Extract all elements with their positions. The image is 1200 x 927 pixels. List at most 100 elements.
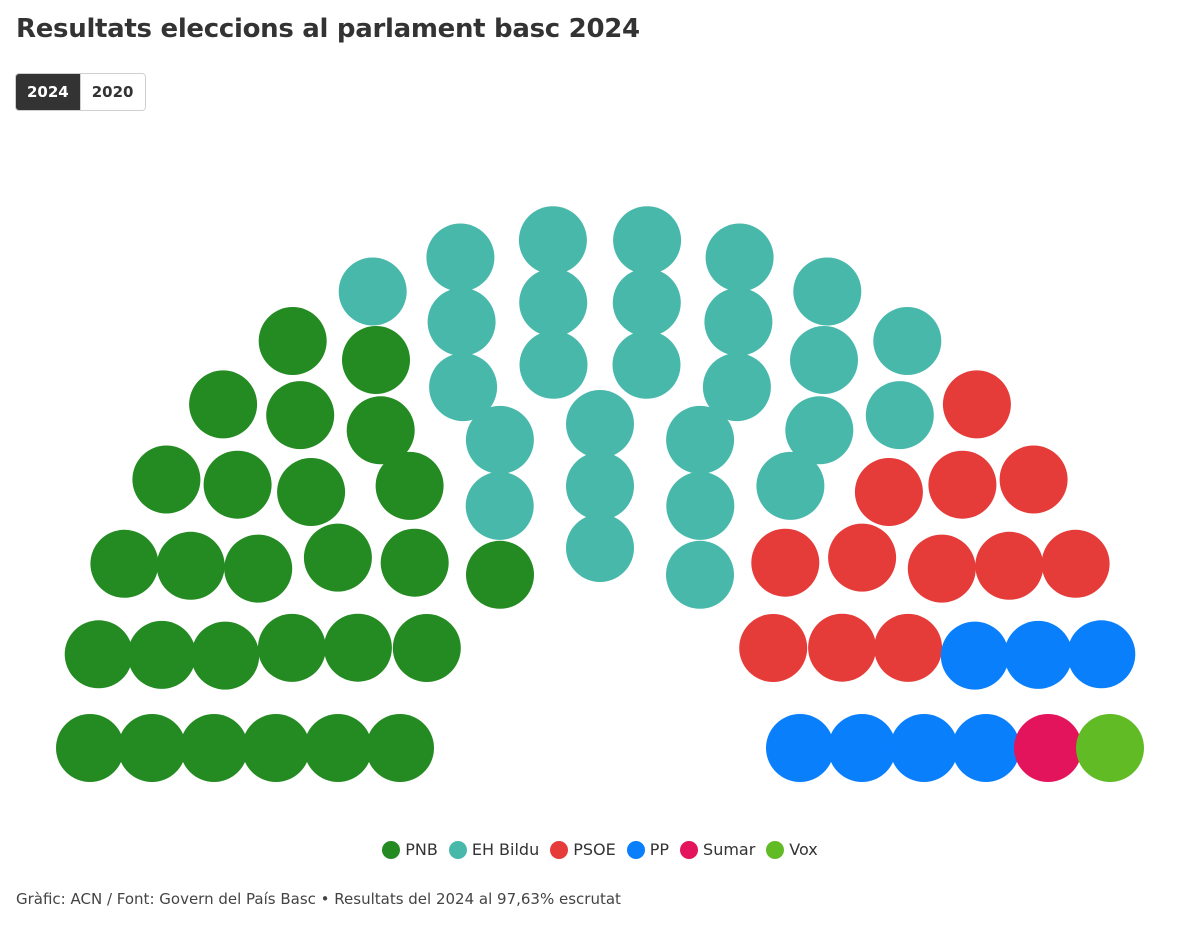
- seat-psoe[interactable]: [1041, 529, 1110, 598]
- seat-pnb[interactable]: [303, 523, 372, 592]
- seat-eh-bildu[interactable]: [518, 206, 587, 275]
- seat-eh-bildu[interactable]: [613, 206, 682, 275]
- hemicycle-chart: [56, 206, 1144, 782]
- seat-psoe[interactable]: [907, 534, 976, 603]
- seat-pnb[interactable]: [257, 613, 326, 682]
- seat-vox[interactable]: [1076, 714, 1144, 782]
- seat-psoe[interactable]: [854, 458, 923, 526]
- seat-pp[interactable]: [940, 621, 1009, 690]
- seat-eh-bildu[interactable]: [793, 257, 862, 326]
- legend-item-psoe[interactable]: PSOE: [550, 840, 616, 859]
- seat-eh-bildu[interactable]: [666, 471, 735, 540]
- seat-eh-bildu[interactable]: [873, 307, 942, 375]
- seat-pnb[interactable]: [90, 529, 159, 598]
- seat-pnb[interactable]: [323, 613, 392, 682]
- seat-psoe[interactable]: [739, 614, 808, 682]
- tab-2020[interactable]: 2020: [79, 74, 145, 110]
- seat-eh-bildu[interactable]: [566, 390, 634, 458]
- seat-eh-bildu[interactable]: [666, 540, 734, 609]
- legend-item-vox[interactable]: Vox: [766, 840, 818, 859]
- seat-eh-bildu[interactable]: [338, 257, 407, 326]
- seat-psoe[interactable]: [999, 445, 1068, 514]
- seat-pnb[interactable]: [375, 451, 444, 520]
- seat-pnb[interactable]: [346, 396, 415, 465]
- seat-pp[interactable]: [1004, 620, 1073, 689]
- source-note: Gràfic: ACN / Font: Govern del País Basc…: [16, 890, 621, 908]
- seat-pp[interactable]: [828, 714, 896, 782]
- legend-swatch: [680, 840, 699, 859]
- legend-swatch: [382, 840, 401, 859]
- legend-item-sumar[interactable]: Sumar: [680, 840, 755, 859]
- legend-swatch: [626, 840, 645, 859]
- seat-pnb[interactable]: [203, 450, 272, 519]
- seat-eh-bildu[interactable]: [519, 268, 588, 337]
- seat-pnb[interactable]: [366, 714, 434, 782]
- seat-pnb[interactable]: [466, 540, 534, 609]
- seat-sumar[interactable]: [1014, 714, 1082, 782]
- legend-swatch: [766, 840, 785, 859]
- legend-item-pp[interactable]: PP: [626, 840, 670, 859]
- seat-eh-bildu[interactable]: [426, 223, 495, 292]
- seat-psoe[interactable]: [808, 613, 877, 682]
- seat-pnb[interactable]: [132, 445, 201, 514]
- seat-eh-bildu[interactable]: [427, 287, 496, 356]
- seat-eh-bildu[interactable]: [702, 353, 771, 422]
- seat-psoe[interactable]: [828, 523, 897, 592]
- seat-psoe[interactable]: [928, 450, 997, 519]
- seat-pnb[interactable]: [180, 714, 248, 782]
- seat-pnb[interactable]: [191, 621, 260, 690]
- seat-eh-bildu[interactable]: [429, 353, 498, 422]
- seat-pp[interactable]: [890, 714, 958, 782]
- seat-pnb[interactable]: [127, 620, 196, 689]
- legend-label: PSOE: [573, 840, 616, 859]
- seat-pp[interactable]: [952, 714, 1020, 782]
- seat-pnb[interactable]: [118, 714, 186, 782]
- tab-2024[interactable]: 2024: [16, 74, 80, 110]
- seat-pnb[interactable]: [156, 531, 225, 600]
- seat-eh-bildu[interactable]: [704, 287, 773, 356]
- legend-label: Sumar: [703, 840, 756, 859]
- legend: PNB EH Bildu PSOE PP Sumar Vox: [0, 840, 1200, 859]
- seat-eh-bildu[interactable]: [790, 326, 858, 394]
- legend-label: EH Bildu: [471, 840, 540, 859]
- seat-eh-bildu[interactable]: [666, 405, 735, 474]
- seat-pnb[interactable]: [56, 714, 124, 782]
- seat-pnb[interactable]: [342, 326, 410, 394]
- seat-psoe[interactable]: [751, 528, 820, 597]
- seat-pp[interactable]: [1067, 620, 1136, 689]
- seat-psoe[interactable]: [975, 531, 1044, 600]
- seat-eh-bildu[interactable]: [865, 381, 934, 450]
- legend-swatch: [550, 840, 569, 859]
- seat-eh-bildu[interactable]: [705, 223, 774, 292]
- seat-pnb[interactable]: [64, 620, 133, 689]
- seat-pnb[interactable]: [258, 307, 327, 375]
- seat-eh-bildu[interactable]: [519, 330, 588, 399]
- seat-pnb[interactable]: [380, 528, 449, 597]
- seat-pnb[interactable]: [242, 714, 310, 782]
- seat-psoe[interactable]: [874, 613, 943, 682]
- legend-label: PNB: [405, 840, 438, 859]
- chart-title: Resultats eleccions al parlament basc 20…: [16, 14, 640, 44]
- seat-eh-bildu[interactable]: [465, 471, 534, 540]
- year-toggle: 2024 2020: [15, 73, 146, 111]
- legend-label: PP: [649, 840, 670, 859]
- seat-eh-bildu[interactable]: [465, 405, 534, 474]
- seat-pnb[interactable]: [304, 714, 372, 782]
- seat-eh-bildu[interactable]: [785, 396, 854, 465]
- seat-psoe[interactable]: [942, 370, 1011, 439]
- seat-pnb[interactable]: [266, 381, 335, 450]
- legend-item-pnb[interactable]: PNB: [382, 840, 438, 859]
- seat-eh-bildu[interactable]: [612, 268, 681, 337]
- seat-pp[interactable]: [766, 714, 834, 782]
- seat-pnb[interactable]: [392, 614, 461, 682]
- legend-item-eh-bildu[interactable]: EH Bildu: [448, 840, 540, 859]
- seat-eh-bildu[interactable]: [612, 330, 681, 399]
- legend-label: Vox: [789, 840, 818, 859]
- seat-eh-bildu[interactable]: [756, 451, 825, 520]
- seat-pnb[interactable]: [224, 534, 293, 603]
- seat-eh-bildu[interactable]: [566, 514, 634, 582]
- legend-swatch: [448, 840, 467, 859]
- seat-pnb[interactable]: [189, 370, 258, 439]
- seat-pnb[interactable]: [277, 458, 346, 526]
- seat-eh-bildu[interactable]: [566, 452, 634, 520]
